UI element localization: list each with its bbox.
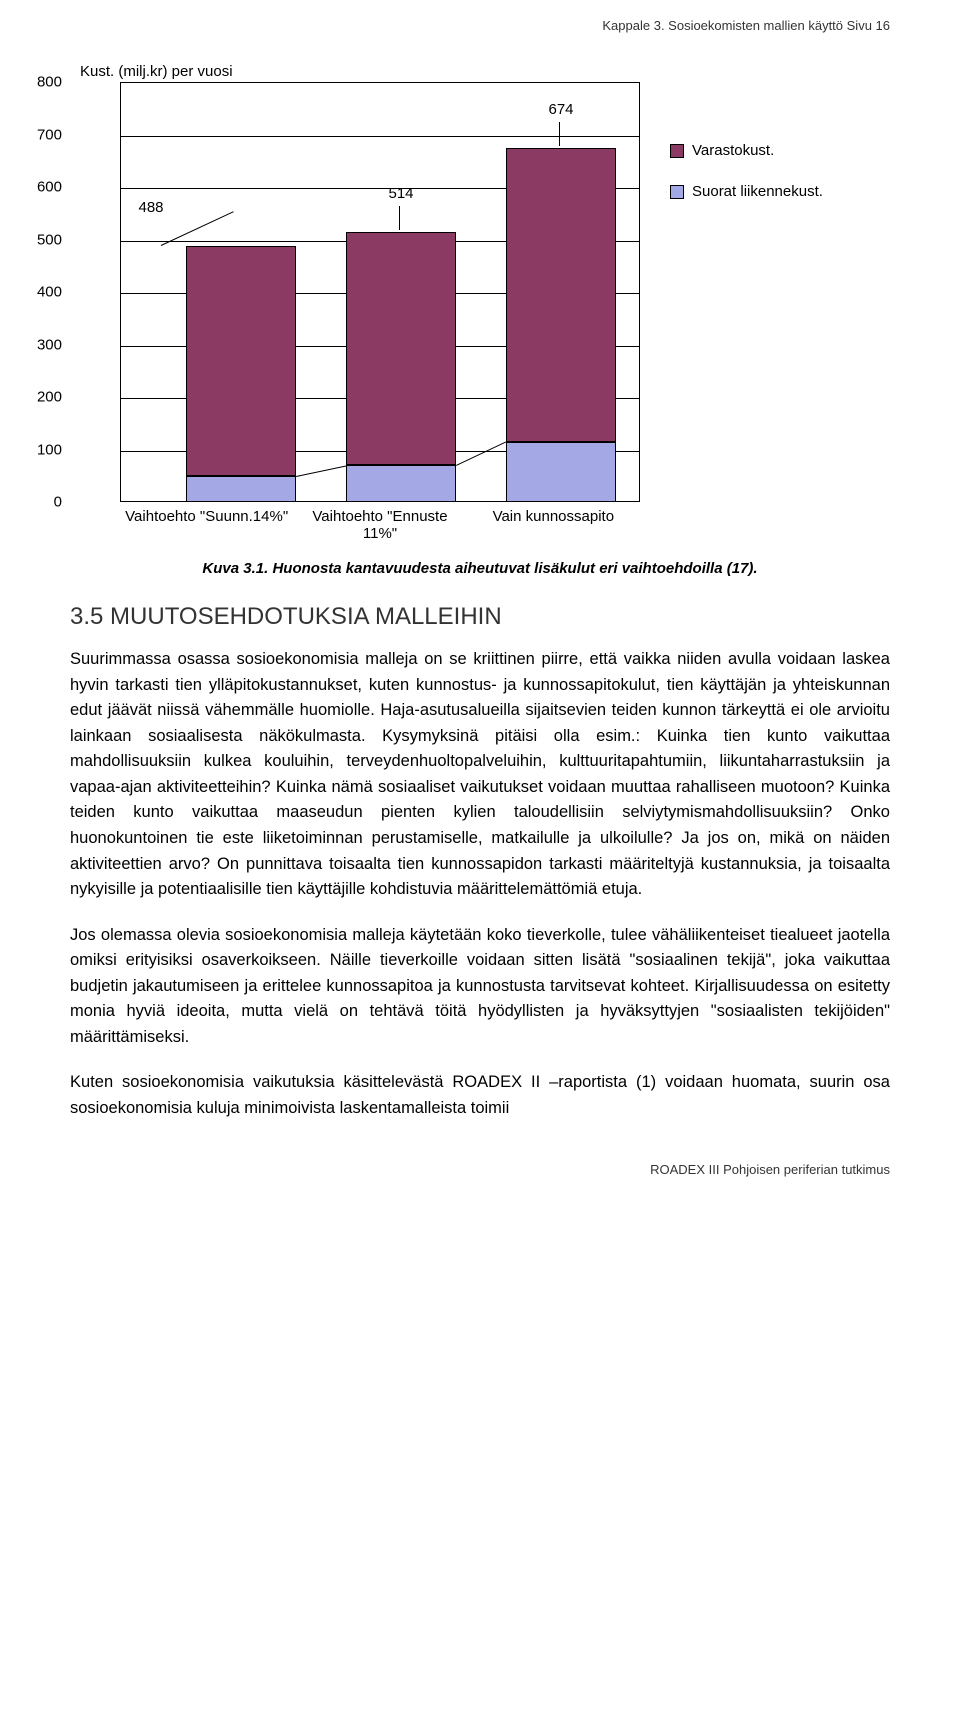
legend-item: Suorat liikennekust.	[670, 183, 823, 200]
bar-segment-lower	[186, 476, 296, 502]
bar-value-label: 488	[138, 199, 163, 216]
legend-label: Suorat liikennekust.	[692, 183, 823, 200]
figure-caption: Kuva 3.1. Huonosta kantavuudesta aiheutu…	[70, 560, 890, 577]
y-tick-label: 100	[20, 441, 70, 458]
legend-swatch	[670, 185, 684, 199]
bar-segment-lower	[346, 465, 456, 502]
bar-segment-upper	[506, 148, 616, 441]
cost-chart: Kust. (milj.kr) per vuosi 01002003004005…	[70, 63, 890, 542]
paragraph: Jos olemassa olevia sosioekonomisia mall…	[70, 923, 890, 1051]
chart-x-axis: Vaihtoehto "Suunn.14%"Vaihtoehto "Ennust…	[120, 502, 640, 542]
legend-swatch	[670, 144, 684, 158]
bar-leader-line	[559, 122, 563, 146]
legend-label: Varastokust.	[692, 142, 774, 159]
y-tick-label: 400	[20, 284, 70, 301]
bar-segment-lower	[506, 442, 616, 502]
paragraph: Kuten sosioekonomisia vaikutuksia käsitt…	[70, 1070, 890, 1121]
chart-title: Kust. (milj.kr) per vuosi	[80, 63, 890, 80]
y-tick-label: 300	[20, 336, 70, 353]
x-tick-label: Vaihtoehto "Ennuste 11%"	[293, 508, 466, 542]
y-tick-label: 200	[20, 389, 70, 406]
y-tick-label: 700	[20, 126, 70, 143]
y-tick-label: 500	[20, 231, 70, 248]
chart-plot-area: 488 514 674	[120, 82, 640, 502]
chart-legend: Varastokust. Suorat liikennekust.	[670, 142, 823, 224]
x-tick-label: Vaihtoehto "Suunn.14%"	[120, 508, 293, 542]
y-tick-label: 800	[20, 74, 70, 91]
bar-value-label: 514	[388, 185, 413, 202]
y-tick-label: 600	[20, 179, 70, 196]
bar-segment-upper	[346, 232, 456, 465]
bar-value-label: 674	[548, 101, 573, 118]
bar-leader-line	[399, 206, 403, 230]
section-heading: 3.5 MUUTOSEHDOTUKSIA MALLEIHIN	[70, 603, 890, 631]
x-tick-label: Vain kunnossapito	[467, 508, 640, 542]
page-header: Kappale 3. Sosioekomisten mallien käyttö…	[70, 0, 890, 63]
chart-y-axis: 0100200300400500600700800	[70, 82, 120, 502]
legend-item: Varastokust.	[670, 142, 823, 159]
bar-segment-upper	[186, 246, 296, 476]
page-footer: ROADEX III Pohjoisen periferian tutkimus	[70, 1162, 890, 1177]
y-tick-label: 0	[20, 494, 70, 511]
paragraph: Suurimmassa osassa sosioekonomisia malle…	[70, 647, 890, 903]
